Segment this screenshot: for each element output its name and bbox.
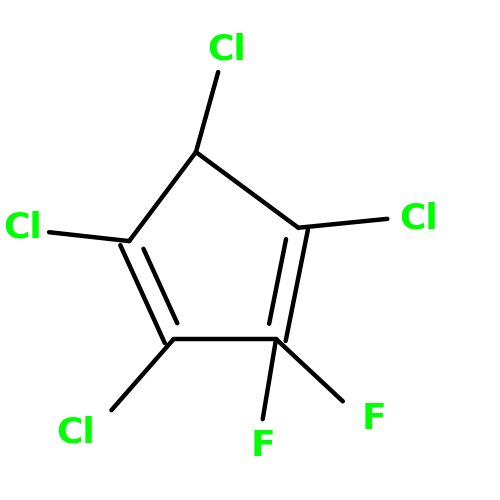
Text: F: F — [250, 429, 275, 463]
Text: Cl: Cl — [56, 416, 95, 450]
Text: F: F — [362, 402, 386, 436]
Text: Cl: Cl — [3, 210, 42, 244]
Text: Cl: Cl — [399, 202, 438, 236]
Text: Cl: Cl — [208, 32, 246, 66]
